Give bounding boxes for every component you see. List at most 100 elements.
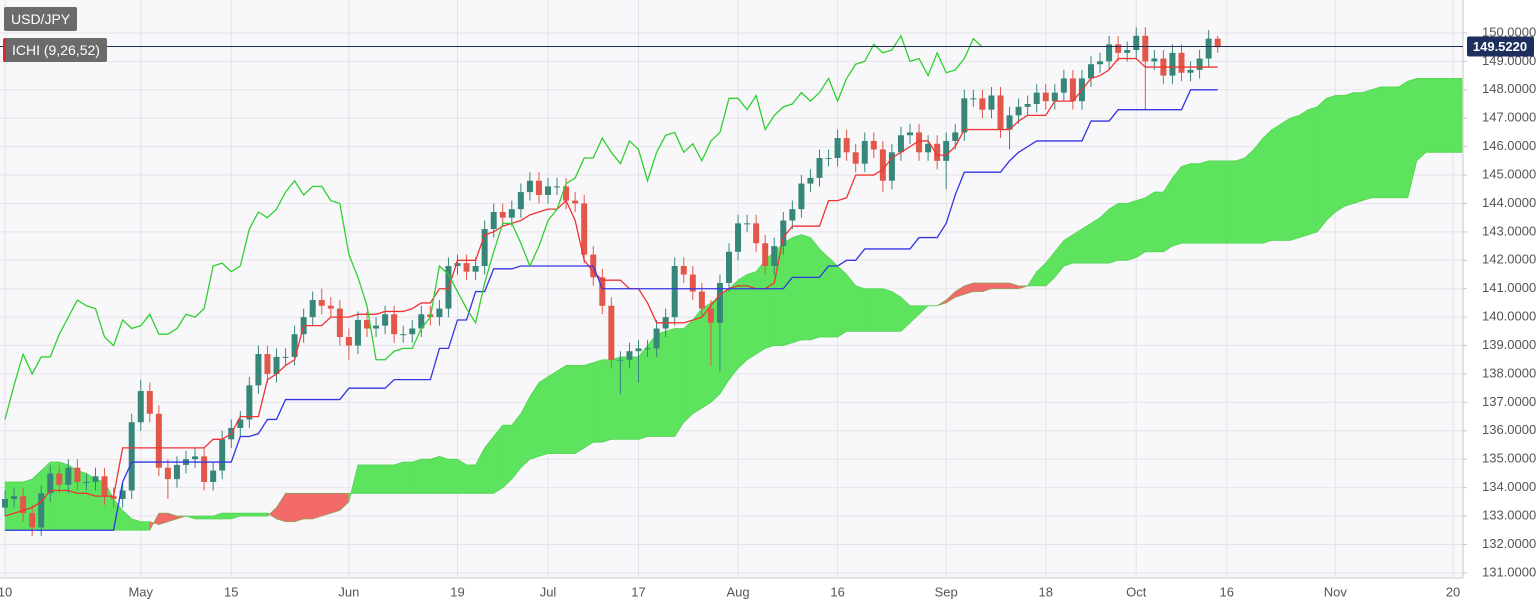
candle-body	[870, 140, 877, 150]
candle-body	[608, 305, 615, 360]
candle-body	[38, 493, 45, 528]
candle-body	[1142, 35, 1149, 62]
cloud-segment	[375, 464, 386, 494]
cloud-segment	[330, 493, 341, 514]
symbol-badge[interactable]: USD/JPY	[4, 7, 78, 31]
candle-body	[1187, 69, 1194, 73]
y-tick-label: 133.0000	[1482, 507, 1536, 522]
cloud-segment	[240, 512, 250, 517]
candle-body	[481, 229, 488, 266]
candle-body	[599, 277, 606, 306]
cloud-segment	[728, 279, 739, 381]
candle-body	[916, 132, 923, 153]
cloud-segment	[1389, 86, 1399, 199]
cloud-segment	[1117, 203, 1128, 261]
cloud-segment	[1181, 163, 1191, 244]
x-tick-label: 10	[0, 584, 12, 599]
y-tick-label: 136.0000	[1482, 422, 1536, 437]
cloud-segment	[1217, 160, 1228, 244]
cloud-segment	[592, 359, 603, 443]
x-tick-label: 18	[1039, 584, 1053, 599]
candle-body	[988, 95, 995, 110]
candle-body	[907, 132, 913, 136]
cloud-segment	[792, 234, 802, 344]
candle-body	[472, 265, 479, 272]
candle-body	[888, 152, 895, 181]
cloud-segment	[629, 356, 639, 440]
cloud-segment	[764, 251, 775, 349]
candle-body	[1088, 64, 1094, 79]
candle-body	[545, 186, 551, 195]
candle-body	[689, 274, 696, 292]
cloud-segment	[855, 285, 866, 332]
y-tick-label: 145.0000	[1482, 166, 1536, 181]
candle-body	[762, 243, 769, 266]
candle-body	[1106, 44, 1113, 62]
candle-body	[852, 152, 859, 164]
indicator-badge[interactable]: ICHI (9,26,52)	[3, 38, 107, 62]
candle-body	[1151, 58, 1158, 62]
cloud-segment	[882, 288, 893, 332]
candle-body	[698, 291, 705, 309]
y-tick-label: 142.0000	[1482, 252, 1536, 267]
candle-body	[1124, 50, 1131, 53]
candle-body	[816, 157, 823, 178]
candle-body	[726, 251, 732, 284]
candle-body	[1196, 58, 1203, 70]
candle-body	[554, 186, 561, 188]
candle-body	[952, 132, 959, 141]
cloud-segment	[801, 234, 811, 341]
plot-area	[2, 27, 1463, 536]
candle-body	[29, 513, 36, 528]
candle-body	[391, 314, 398, 335]
candle-body	[970, 98, 977, 100]
candle-body	[1178, 52, 1185, 73]
candle-body	[318, 300, 325, 306]
cloud-segment	[1235, 157, 1246, 244]
candle-body	[210, 470, 217, 482]
candle-body	[273, 356, 280, 374]
cloud-segment	[638, 344, 648, 440]
candle-body	[336, 308, 343, 338]
cloud-segment	[1262, 128, 1273, 244]
candle-body	[1033, 92, 1040, 105]
candle-body	[526, 180, 533, 193]
y-tick-label: 135.0000	[1482, 451, 1536, 466]
candle-body	[354, 319, 361, 346]
candle-body	[807, 177, 814, 184]
candle-body	[843, 138, 850, 153]
candle-body	[101, 476, 108, 497]
candle-body	[255, 354, 262, 386]
candle-body	[680, 265, 687, 275]
cloud-edge	[5, 151, 1463, 531]
candle-body	[1115, 44, 1122, 53]
cloud-segment	[556, 364, 567, 454]
x-tick-label: 19	[450, 584, 464, 599]
cloud-segment	[1000, 282, 1010, 290]
candle-body	[490, 211, 497, 230]
cloud-segment	[357, 464, 368, 494]
cloud-segment	[1253, 137, 1264, 244]
candle-body	[400, 334, 407, 336]
cloud-segment	[420, 458, 431, 494]
cloud-segment	[665, 328, 676, 437]
candle-body	[626, 351, 633, 360]
cloud-segment	[1172, 165, 1182, 247]
candle-body	[671, 265, 678, 318]
candle-body	[128, 422, 135, 491]
cloud-segment	[565, 365, 576, 454]
x-tick-label: 16	[830, 584, 844, 599]
cloud-segment	[294, 493, 304, 523]
candle-body	[1051, 92, 1058, 102]
candle-body	[979, 98, 986, 110]
candle-body	[735, 223, 742, 252]
candle-body	[309, 300, 316, 318]
cloud-segment	[439, 455, 449, 494]
candle-body	[716, 283, 723, 323]
candle-body	[173, 464, 180, 480]
cloud-segment	[221, 512, 232, 520]
cloud-segment	[1353, 92, 1363, 204]
cloud-segment	[321, 493, 332, 517]
candle-body	[581, 203, 588, 255]
